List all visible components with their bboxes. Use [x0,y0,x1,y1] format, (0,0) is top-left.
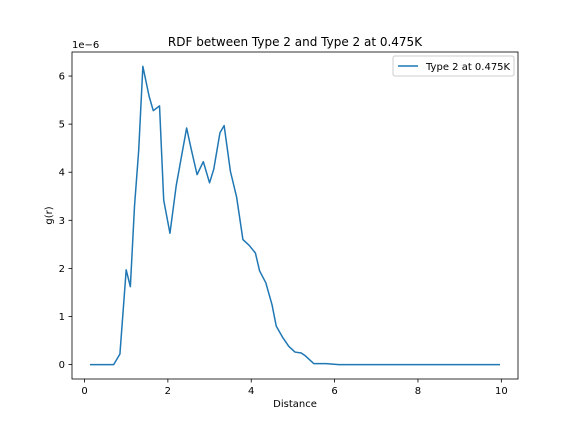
x-tick-label: 10 [495,386,508,397]
y-tick-label: 2 [59,264,65,275]
x-tick-label: 4 [248,386,254,397]
x-tick-label: 2 [165,386,171,397]
y-tick-label: 3 [59,216,65,227]
y-axis-label: g(r) [44,206,55,224]
y-tick-label: 4 [59,168,65,179]
x-tick-label: 6 [331,386,337,397]
x-tick-label: 0 [81,386,87,397]
axes-spines [71,51,519,380]
y-tick-label: 0 [59,360,65,371]
y-tick-label: 1 [59,312,65,323]
plot-area: 0 2 4 6 8 10 0 1 2 3 4 5 6 [59,51,519,397]
series-line-0 [90,65,500,366]
y-tick-label: 6 [59,72,65,83]
legend-label: Type 2 at 0.475K [425,62,511,73]
chart-title: RDF between Type 2 and Type 2 at 0.475K [168,35,423,49]
y-tick-label: 5 [59,120,65,131]
x-tick-label: 8 [415,386,421,397]
x-axis-label: Distance [273,399,317,410]
y-axis-offset-label: 1e−6 [72,40,99,51]
legend-box [392,55,515,77]
plot-frame [72,52,518,379]
legend: Type 2 at 0.475K [392,55,515,77]
